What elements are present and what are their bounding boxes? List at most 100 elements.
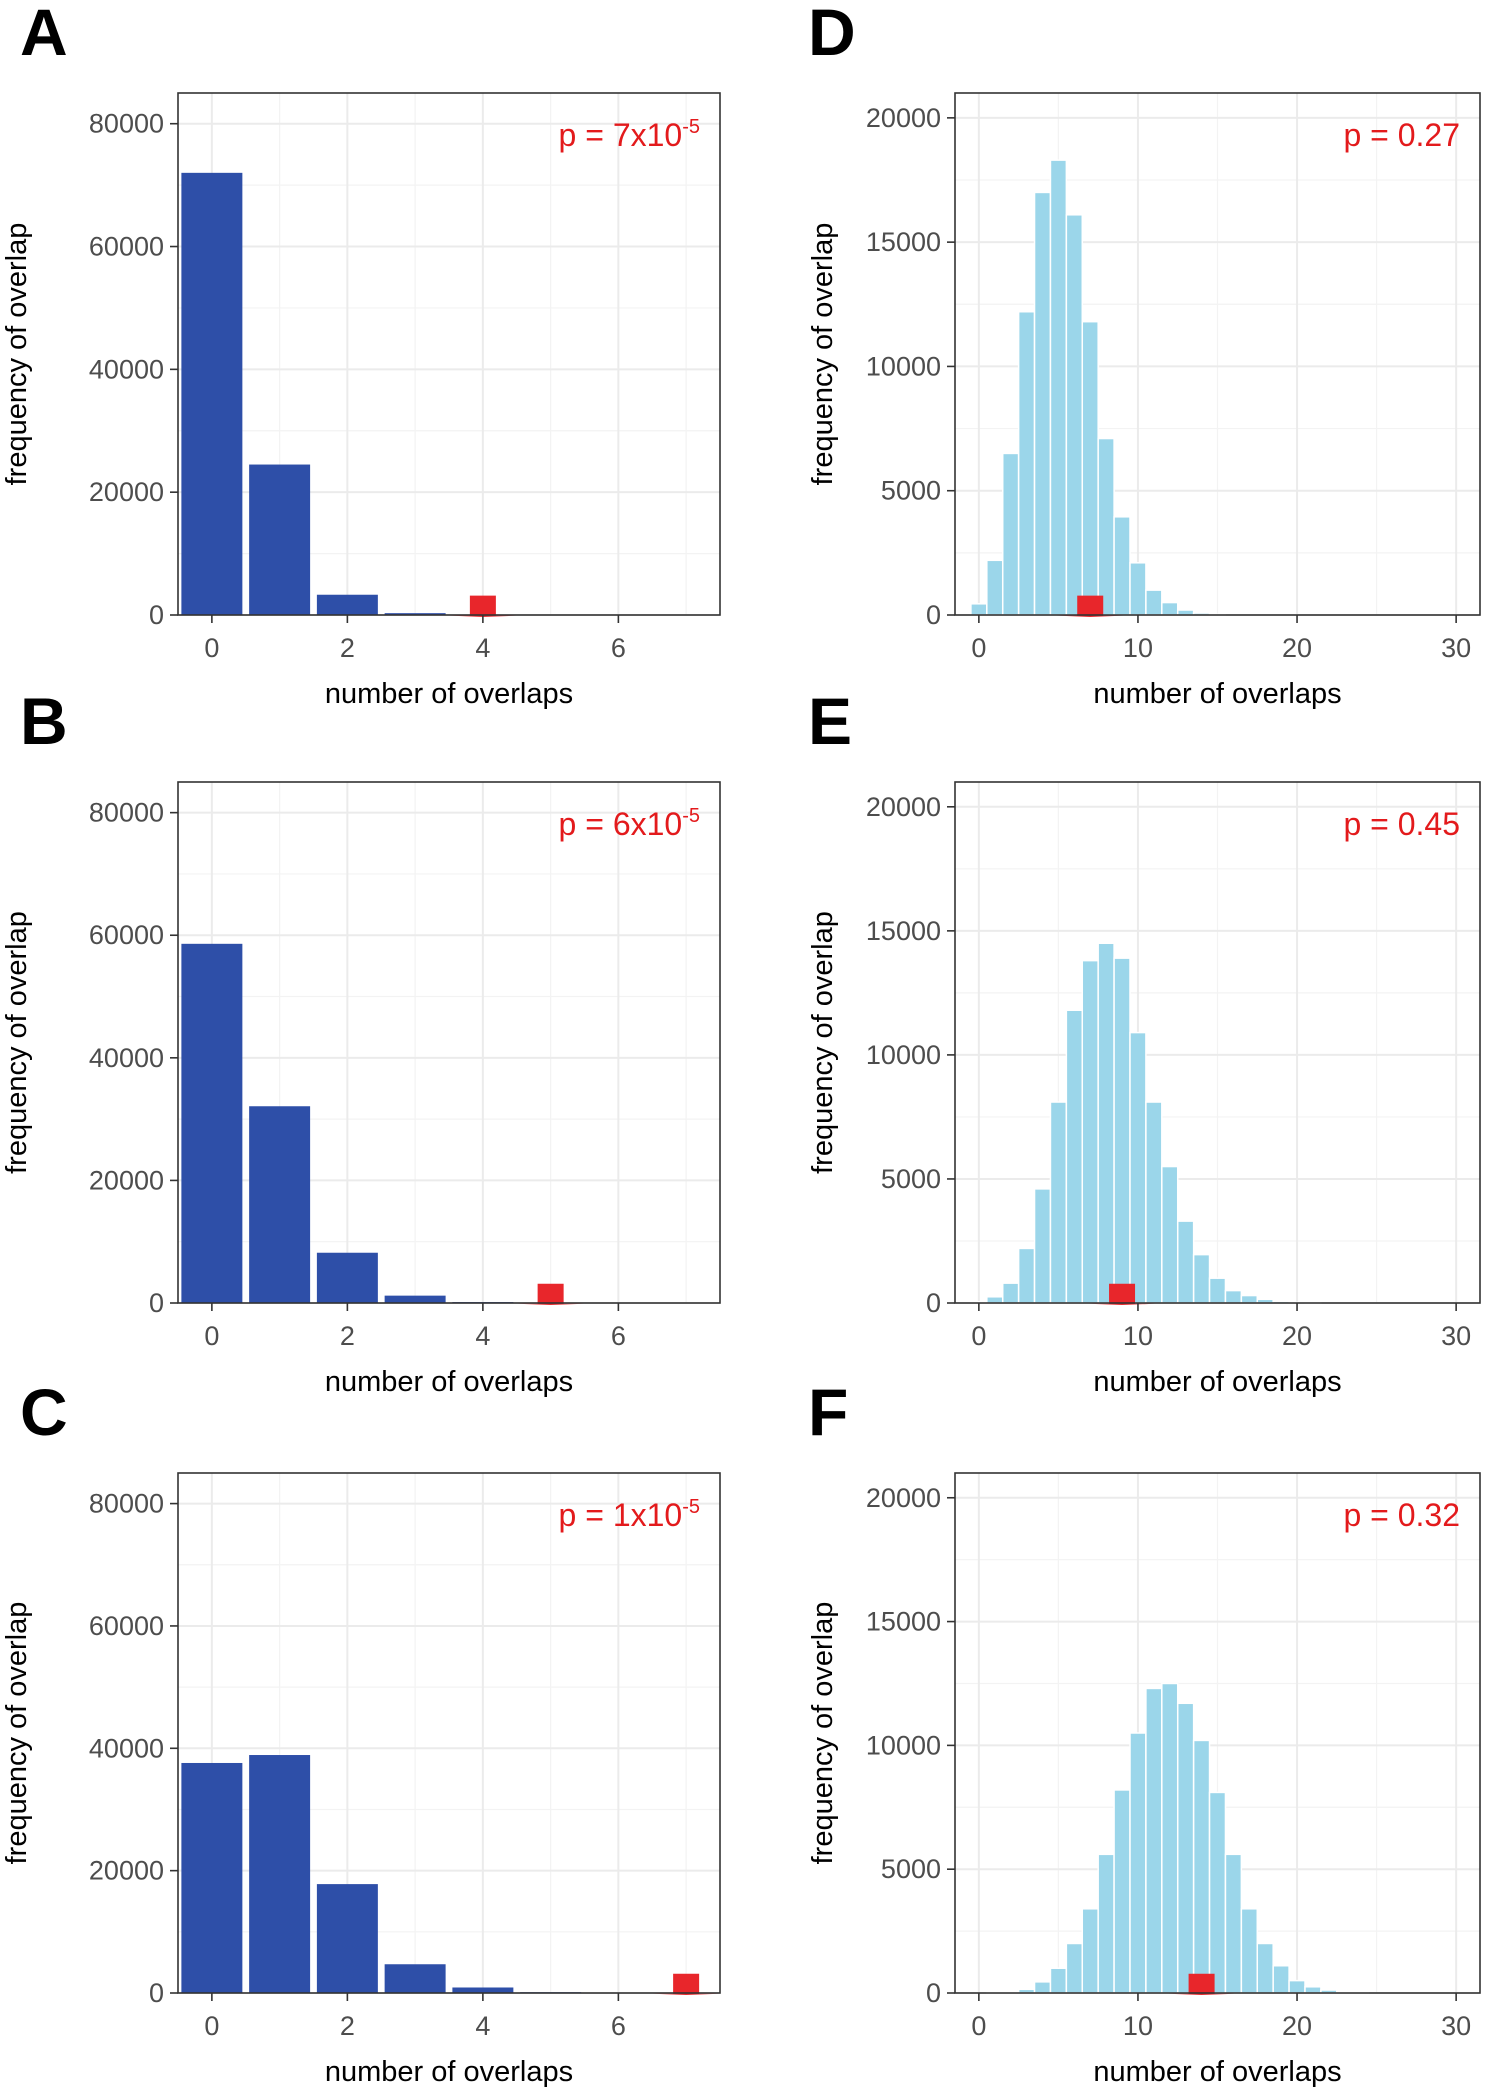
observed-arrow [1089,1283,1156,1305]
x-tick-label: 2 [340,1321,355,1351]
panel-c: 0 2 4 6 0 20000 40000 60000 80000 number of overl… [1,1375,721,2088]
y-tick-label: 20000 [89,1856,164,1886]
y-tick-label: 0 [926,1288,941,1318]
bar [384,1295,446,1303]
bar [181,172,243,615]
bar [1208,1791,1227,1994]
y-axis-title: frequency of overlap [1,1602,33,1865]
bar [1208,1277,1227,1304]
bar [1049,1101,1068,1304]
y-axis-title: frequency of overlap [807,223,839,486]
y-tick-label: 5000 [881,1854,941,1884]
y-tick-label: 10000 [866,351,941,381]
bar [452,1987,514,1993]
bar [1129,1031,1147,1304]
bar [181,1762,243,1993]
x-tick-label: 6 [611,1321,626,1351]
bar [384,613,446,615]
bar [1081,1908,1099,1994]
bar [1161,601,1179,616]
bar [1081,959,1099,1304]
y-tick-label: 0 [926,1978,941,2008]
bar [986,559,1004,616]
x-tick-label: 20 [1282,2011,1312,2041]
bar [1113,957,1131,1304]
y-tick-label: 20000 [866,792,941,822]
bar [1224,1853,1243,1994]
x-tick-label: 10 [1123,2011,1153,2041]
x-tick-label: 20 [1282,1321,1312,1351]
x-axis-title: number of overlaps [325,1366,573,1398]
y-tick-label: 80000 [89,798,164,828]
y-tick-label: 20000 [866,1483,941,1513]
bar [1145,1687,1163,1994]
p-value-label: p = 7x10-5 [559,116,700,153]
bar [1001,1282,1020,1304]
x-axis-title: number of overlaps [1093,1366,1341,1398]
bar [1113,1789,1131,1994]
x-tick-label: 30 [1441,2011,1471,2041]
bar [1288,1979,1306,1994]
bar [1065,214,1084,616]
x-tick-label: 30 [1441,1321,1471,1351]
p-value-exponent: -5 [682,1496,700,1518]
observed-arrow [653,1973,720,1995]
y-tick-label: 40000 [89,1733,164,1763]
y-tick-label: 40000 [89,354,164,384]
y-tick-label: 15000 [866,1607,941,1637]
x-tick-label: 0 [204,1321,219,1351]
bar [1161,1165,1179,1304]
x-tick-label: 0 [971,1321,986,1351]
panel-letter: C [20,1375,68,1449]
bar [1081,320,1099,616]
x-tick-label: 30 [1441,633,1471,663]
y-tick-label: 10000 [866,1730,941,1760]
bar [1145,1101,1163,1304]
bar [181,943,243,1303]
p-value-label: p = 0.32 [1343,1497,1460,1533]
y-axis-title: frequency of overlap [807,911,839,1174]
y-tick-label: 5000 [881,476,941,506]
x-tick-label: 4 [475,2011,490,2041]
bar [1033,191,1052,616]
y-tick-label: 80000 [89,109,164,139]
bar [1240,1908,1259,1994]
y-tick-label: 0 [149,600,164,630]
bar [1049,159,1068,616]
x-tick-label: 0 [971,2011,986,2041]
x-axis-title: number of overlaps [325,2056,573,2088]
bar [1192,1739,1211,1994]
p-value-label: p = 6x10-5 [559,805,700,842]
bar [1097,942,1115,1304]
bar [1113,516,1131,616]
bar [1176,1702,1195,1994]
x-tick-label: 20 [1282,633,1312,663]
y-tick-label: 20000 [89,1165,164,1195]
bar [1033,1981,1052,1994]
p-value-exponent: -5 [682,116,700,138]
x-tick-label: 2 [340,2011,355,2041]
observed-arrow [517,1283,584,1305]
y-tick-label: 0 [149,1288,164,1318]
panel-letter: B [20,684,68,758]
bar [986,1296,1004,1304]
observed-arrow [1057,595,1124,617]
y-tick-label: 40000 [89,1043,164,1073]
panel-b: 0 2 4 6 0 20000 40000 60000 80000 number of overl… [1,684,721,1398]
p-value-label: p = 1x10-5 [559,1496,700,1533]
bar [316,1252,378,1303]
p-value-label: p = 0.27 [1343,117,1460,153]
bar [1097,1853,1115,1994]
panel-a: 0 2 4 6 0 20000 40000 60000 80000 number of overl… [1,0,721,710]
bar [1145,589,1163,616]
panel-letter: A [20,0,68,69]
bar [1017,310,1036,616]
y-tick-label: 15000 [866,916,941,946]
bar [1129,562,1147,616]
x-tick-label: 0 [204,633,219,663]
x-tick-label: 4 [475,633,490,663]
bar [1097,437,1115,616]
plot-frame [177,92,721,616]
plot-frame [954,1472,1481,1994]
